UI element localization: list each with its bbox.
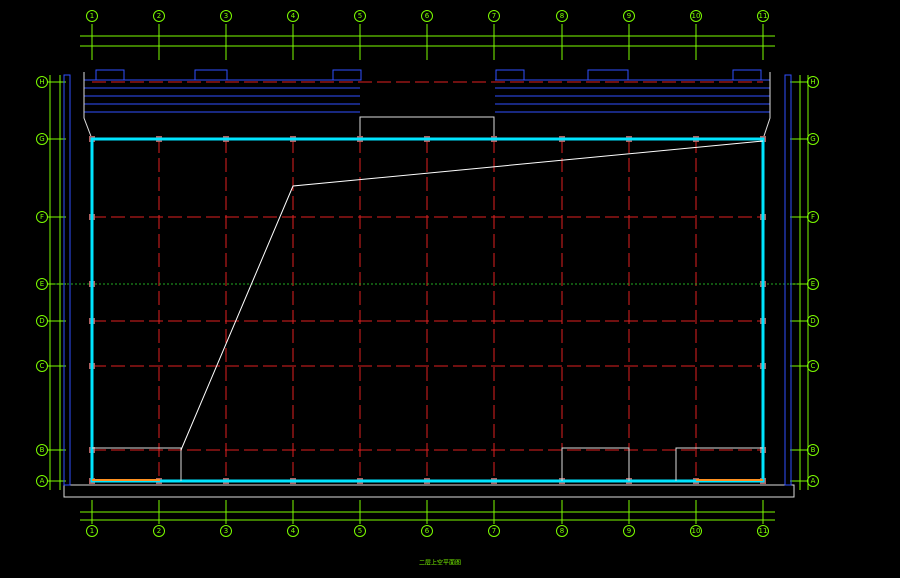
- upper-strip: [84, 69, 770, 113]
- axis-bubble: [488, 525, 500, 537]
- axis-label: 11: [759, 527, 768, 535]
- axis-label: 7: [492, 12, 496, 20]
- axis-label: 5: [358, 527, 362, 535]
- axis-label: 3: [224, 12, 228, 20]
- slab-edge: [90, 137, 765, 483]
- drawing-title: 二层上空平面图: [419, 559, 461, 567]
- axis-label: G: [810, 135, 815, 143]
- axis-label: C: [40, 362, 45, 370]
- axis-bubble: [220, 10, 232, 22]
- axis-label: 4: [291, 12, 296, 20]
- axis-bubble: [690, 10, 702, 22]
- axis-label: E: [811, 280, 815, 288]
- axis-label: A: [811, 477, 816, 485]
- axis-label: 5: [358, 12, 362, 20]
- axis-bubble: [36, 475, 48, 487]
- axis-bubble: [287, 10, 299, 22]
- outline: [83, 72, 771, 140]
- dimension-lines: [49, 35, 809, 521]
- axis-label: 8: [560, 527, 564, 535]
- axis-label: H: [39, 78, 44, 86]
- axis-label: 6: [425, 527, 430, 535]
- axis-label: 10: [692, 12, 701, 20]
- axis-label: 1: [90, 527, 94, 535]
- axis-bubble: [623, 10, 635, 22]
- axis-bubble: [354, 10, 366, 22]
- axis-label: B: [811, 446, 816, 454]
- axis-bubble: [354, 525, 366, 537]
- axis-bubble: [36, 360, 48, 372]
- axis-bubble: [421, 10, 433, 22]
- axis-bubble: [86, 525, 98, 537]
- axis-label: 4: [291, 527, 296, 535]
- axis-label: 7: [492, 527, 496, 535]
- axis-label: E: [40, 280, 44, 288]
- axis-bubble: [153, 10, 165, 22]
- axis-label: 8: [560, 12, 564, 20]
- axis-bubble: [36, 211, 48, 223]
- axis-bubble: [220, 525, 232, 537]
- axis-label: 3: [224, 527, 228, 535]
- axis-label: G: [39, 135, 44, 143]
- axis-bubble: [36, 444, 48, 456]
- axis-label: B: [40, 446, 45, 454]
- axis-label: F: [811, 213, 815, 221]
- axis-bubble: [556, 10, 568, 22]
- axis-label: 6: [425, 12, 430, 20]
- axis-label: D: [39, 317, 44, 325]
- rooms: [92, 447, 763, 481]
- axis-label: H: [810, 78, 815, 86]
- axis-label: 11: [759, 12, 768, 20]
- axis-label: F: [40, 213, 44, 221]
- axis-bubble: [690, 525, 702, 537]
- axis-bubble: [153, 525, 165, 537]
- axis-bubble: [623, 525, 635, 537]
- axis-bubble: [757, 10, 769, 22]
- axis-label: 1: [90, 12, 94, 20]
- axis-bubble: [36, 278, 48, 290]
- axis-bubble: [36, 76, 48, 88]
- axis-bubble: [36, 133, 48, 145]
- axis-label: 9: [627, 12, 631, 20]
- axis-bubble: [556, 525, 568, 537]
- axis-label: 9: [627, 527, 631, 535]
- leader-line: [180, 140, 764, 451]
- axis-bubble: [36, 315, 48, 327]
- axis-bubble: [86, 10, 98, 22]
- axis-label: D: [810, 317, 815, 325]
- axis-label: A: [40, 477, 45, 485]
- axis-bubble: [421, 525, 433, 537]
- axis-label: 10: [692, 527, 701, 535]
- axis-bubble: [488, 10, 500, 22]
- axis-label: C: [811, 362, 816, 370]
- axis-label: 2: [157, 12, 161, 20]
- axis-bubble: [757, 525, 769, 537]
- axis-bubble: [287, 525, 299, 537]
- axis-label: 2: [157, 527, 161, 535]
